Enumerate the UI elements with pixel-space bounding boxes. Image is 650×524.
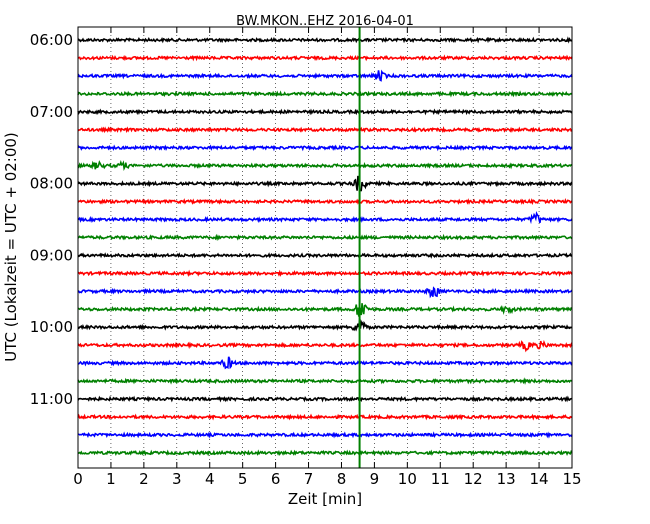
y-axis-ticks: 06:00 07:00 08:00 09:00 10:00 11:00 [30,31,572,408]
x-tick-label: 11 [431,470,450,488]
trace-1030 [77,356,573,370]
x-tick-label: 2 [139,470,149,488]
trace-1015 [77,339,573,353]
x-tick-label: 6 [271,470,281,488]
trace-0945 [77,303,573,317]
trace-1000 [77,319,573,332]
x-tick-label: 1 [106,470,116,488]
trace-0615 [77,54,573,62]
grid [110,27,540,468]
x-tick-label: 13 [497,470,516,488]
trace-0800 [77,175,573,192]
x-tick-label: 14 [530,470,549,488]
trace-0845 [77,233,573,242]
y-tick-label: 11:00 [30,390,73,408]
trace-1145 [77,449,573,457]
y-tick-label: 09:00 [30,246,73,264]
trace-0630 [77,69,573,82]
y-axis-label: UTC (Lokalzeit = UTC + 02:00) [2,132,20,362]
x-tick-label: 12 [464,470,483,488]
trace-0815 [77,198,573,206]
x-tick-label: 3 [172,470,182,488]
trace-0745 [77,159,573,172]
x-tick-label: 8 [337,470,347,488]
x-axis-label: Zeit [min] [288,490,362,508]
trace-0830 [77,210,573,225]
traces [77,36,573,457]
trace-1045 [77,377,573,385]
trace-0700 [77,108,573,116]
x-tick-label: 9 [370,470,380,488]
trace-1100 [77,395,573,403]
x-tick-label: 10 [398,470,417,488]
trace-0730 [77,144,573,152]
trace-0715 [77,126,573,134]
trace-0915 [77,269,573,278]
x-tick-label: 15 [562,470,581,488]
trace-0645 [77,90,573,98]
trace-0600 [77,36,573,44]
y-tick-label: 10:00 [30,318,73,336]
x-tick-label: 0 [73,470,83,488]
x-tick-label: 7 [304,470,314,488]
y-tick-label: 06:00 [30,31,73,49]
trace-0900 [77,251,573,259]
plot-frame [77,26,573,469]
x-axis-ticks: 0 1 2 3 4 5 6 7 8 9 10 11 12 13 14 15 [73,27,582,488]
x-tick-label: 5 [238,470,248,488]
chart-title: BW.MKON..EHZ 2016-04-01 [236,14,414,29]
x-tick-label: 4 [205,470,215,488]
trace-1130 [77,431,573,439]
y-tick-label: 08:00 [30,175,73,193]
y-tick-label: 07:00 [30,103,73,121]
trace-0930 [77,286,573,299]
trace-1115 [77,413,573,421]
